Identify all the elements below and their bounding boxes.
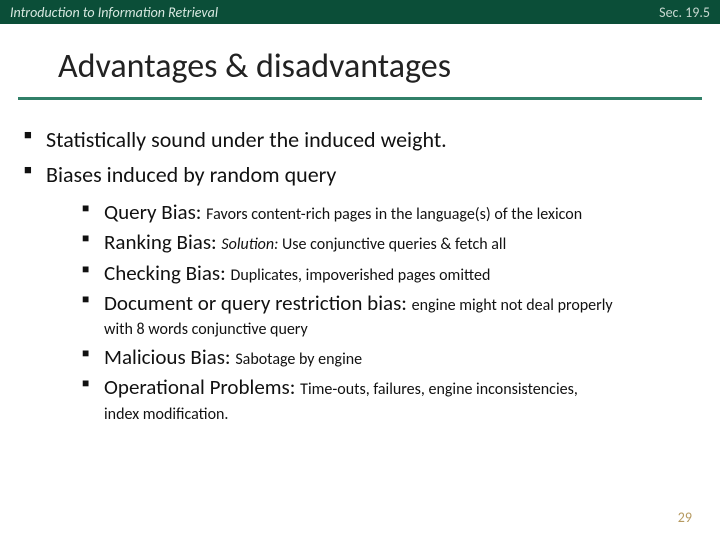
sub-head: Operational Problems: [104,374,300,400]
top-bar: Introduction to Information Retrieval Se… [0,0,720,24]
sub-bullet-item: Operational Problems: Time-outs, failure… [46,374,698,400]
section-label: Sec. 19.5 [659,4,710,21]
sub-bullet-continuation: with 8 words conjunctive query [46,320,698,340]
sub-tail: engine might not deal properly [412,296,613,315]
slide-content: Statistically sound under the induced we… [0,100,720,425]
sub-bullet-item: Query Bias: Favors content-rich pages in… [46,199,698,225]
sub-tail: Use conjunctive queries & fetch all [282,235,506,254]
sub-head: Malicious Bias: [104,344,235,370]
bullet-item: Biases induced by random query Query Bia… [22,161,698,425]
sub-tail: Duplicates, impoverished pages omitted [230,266,490,285]
sub-bullet-list: Query Bias: Favors content-rich pages in… [46,199,698,425]
sub-head: Checking Bias: [104,260,230,286]
sub-head: Ranking Bias: [104,229,221,255]
bullet-text: Biases induced by random query [46,161,336,188]
sub-bullet-continuation: index modification. [46,405,698,425]
sub-tail: Sabotage by engine [235,350,362,369]
bullet-list: Statistically sound under the induced we… [22,126,698,425]
slide-title: Advantages & disadvantages [58,46,680,87]
sub-bullet-item: Malicious Bias: Sabotage by engine [46,344,698,370]
bullet-item: Statistically sound under the induced we… [22,126,698,155]
sub-tail: Time-outs, failures, engine inconsistenc… [300,380,578,399]
sub-bullet-item: Checking Bias: Duplicates, impoverished … [46,260,698,286]
sub-head: Document or query restriction bias: [104,290,412,316]
sub-tail: Favors content-rich pages in the languag… [206,205,582,224]
sub-tail-italic: Solution: [221,235,282,254]
sub-bullet-item: Ranking Bias: Solution: Use conjunctive … [46,229,698,255]
sub-bullet-item: Document or query restriction bias: engi… [46,290,698,316]
course-title: Introduction to Information Retrieval [10,4,218,21]
title-block: Advantages & disadvantages [0,24,720,93]
sub-head: Query Bias: [104,199,206,225]
page-number: 29 [678,509,692,526]
